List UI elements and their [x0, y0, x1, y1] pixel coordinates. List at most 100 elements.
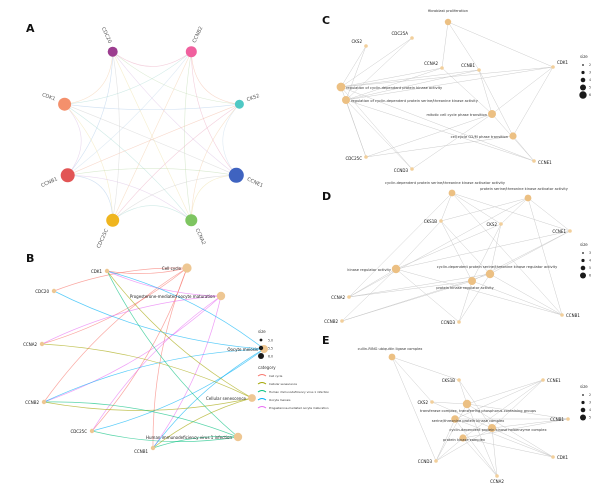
panel-b-gene-ccnb1: [150, 445, 156, 451]
panel-d-gene-ccnb2: [340, 319, 344, 323]
panel-d-gene-label: CKS1B: [424, 219, 438, 224]
panel-c-gene-label: CDC25A: [392, 31, 409, 36]
panel-e-gene-label: CCND3: [418, 459, 433, 464]
panel-b-pathway-label: Cell cycle: [162, 266, 182, 271]
panel-a-node-ccna2: [185, 214, 198, 227]
panel-c-gene-cdc25c: [364, 155, 368, 159]
panel-d-edge: [348, 192, 453, 298]
panel-b-gene-label: CDC20: [35, 289, 49, 294]
panel-d-gene-cks2: [499, 222, 503, 226]
panel-e-legend-dot: [582, 394, 584, 396]
panel-e-edge: [458, 379, 468, 405]
panel-a-edge: [191, 51, 240, 105]
panel-a-node-label: CCNB2: [192, 26, 205, 44]
panel-c-term-label: mitotic cell cycle phase transition: [427, 113, 488, 117]
panel-e-gene-ccnb1: [566, 417, 570, 421]
panel-b-edge: [91, 348, 265, 432]
panel-c-legend-dot: [580, 84, 586, 91]
panel-b-edge: [53, 290, 265, 350]
panel-d-gene-label: CCND3: [441, 320, 456, 325]
panel-c-gene-label: CCNB1: [461, 63, 475, 68]
panel-b-edge: [106, 267, 188, 274]
panel-b-gene-label: CCNA2: [23, 342, 37, 347]
panel-e-legend-dot: [581, 400, 585, 405]
panel-c-edge: [441, 67, 493, 115]
panel-b-gene-cdc25c: [89, 428, 95, 434]
panel-c-edge: [447, 21, 480, 71]
panel-c-gene-ccne1: [532, 159, 536, 163]
panel-e-edge: [491, 418, 569, 429]
panel-a-edge: [112, 51, 120, 221]
panel-c-legend-value: 3: [589, 71, 591, 75]
panel-a-node-ccne1: [228, 167, 244, 183]
panel-b-edge: [43, 397, 253, 411]
panel-c-gene-ccnb1: [477, 68, 481, 72]
panel-b-gene-cdk1: [104, 268, 110, 274]
panel-c-edge: [478, 69, 493, 115]
panel-d-legend-value: 3: [589, 251, 591, 255]
panel-a-edge: [64, 103, 113, 221]
panel-d-term-protein-kinase-regulator-activity: [468, 277, 476, 285]
panel-c-edge: [447, 21, 554, 68]
panel-c-term-label: fibroblast proliferation: [428, 9, 468, 13]
panel-b-edge: [106, 270, 265, 350]
panel-b-pathway-label: Progesterone-mediated oocyte maturation: [130, 294, 216, 299]
panel-d-term-label: cyclin-dependent protein serine/threonin…: [385, 181, 506, 185]
panel-b-gene-label: CCNB1: [134, 449, 148, 454]
panel-c-edge: [345, 67, 443, 101]
panel-b-legend-category-title: category: [258, 365, 276, 370]
panel-e-gene-cks1b: [457, 378, 461, 382]
panel-c-term-fibroblast-proliferation: [444, 18, 452, 26]
panel-e-edge: [466, 379, 544, 405]
panel-c-edge: [441, 21, 449, 69]
panel-a-edge: [112, 205, 192, 221]
panel-a-node-ccnb1: [60, 168, 75, 183]
panel-b-legend-size-dot: [258, 353, 264, 359]
panel-a-node-cks2: [234, 99, 244, 109]
panel-e-term-label: protein kinase complex: [443, 438, 486, 442]
panel-c-edge: [340, 86, 413, 170]
panel-d-edge: [395, 220, 442, 270]
panel-d-edge: [348, 197, 529, 298]
panel-d-term-label: protein serine/threonine kinase activato…: [480, 187, 569, 191]
panel-a-node-label: CDK1: [41, 92, 56, 102]
panel-e-gene-label: CDK1: [557, 455, 568, 460]
panel-c-edge: [340, 45, 367, 88]
panel-b-legend-category-label: Cellular senescence: [269, 382, 297, 386]
panel-c-term-cell-cycle-g2-m-phase-transition: [509, 132, 517, 140]
panel-d-gene-label: CCNA2: [331, 295, 345, 300]
panel-c-gene-ccna2: [440, 66, 444, 70]
panel-a-node-cdc25c: [106, 213, 120, 227]
panel-d-edge: [440, 197, 529, 222]
panel-e-gene-ccnd3: [434, 459, 438, 463]
panel-b-legend-category-line: [257, 406, 267, 409]
panel-a-edge: [112, 51, 192, 67]
panel-e-edge: [462, 437, 554, 458]
panel-e-term-serine-threonine-protein-kinase-complex: [451, 415, 459, 423]
panel-e-edge: [466, 403, 498, 477]
panel-d-edge: [395, 230, 571, 270]
panel-b-pathway-cellular-senescence: [248, 394, 256, 402]
panel-d-edge: [440, 220, 491, 275]
panel-c-legend-dot: [580, 77, 586, 83]
panel-e-term-label: serine/threonine protein kinase complex: [432, 419, 505, 423]
panel-e-edge: [458, 379, 493, 429]
panel-c-edge: [340, 37, 413, 88]
panel-c-legend-dot: [582, 64, 584, 66]
panel-d-term-cyclin-dependent-protein-serine-threonine-kinase-regulator-activity: [485, 269, 495, 279]
panel-e-legend-value: 4: [589, 408, 591, 412]
panel-d-edge: [489, 230, 571, 275]
panel-d-edge: [440, 220, 473, 282]
panel-e-edge: [435, 427, 493, 462]
panel-d-edge: [451, 192, 571, 232]
panel-a-edge: [112, 103, 240, 221]
panel-e-edge: [454, 379, 544, 420]
panel-d-edge: [471, 223, 502, 282]
panel-b-pathway-human-immunodeficiency-virus-1-infection: [233, 432, 243, 442]
panel-a-edge: [64, 51, 113, 105]
panel-d-edge: [471, 280, 563, 316]
panel-c-edge: [345, 66, 554, 101]
panel-e-edge: [462, 379, 544, 439]
panel-a-edge: [222, 103, 240, 176]
